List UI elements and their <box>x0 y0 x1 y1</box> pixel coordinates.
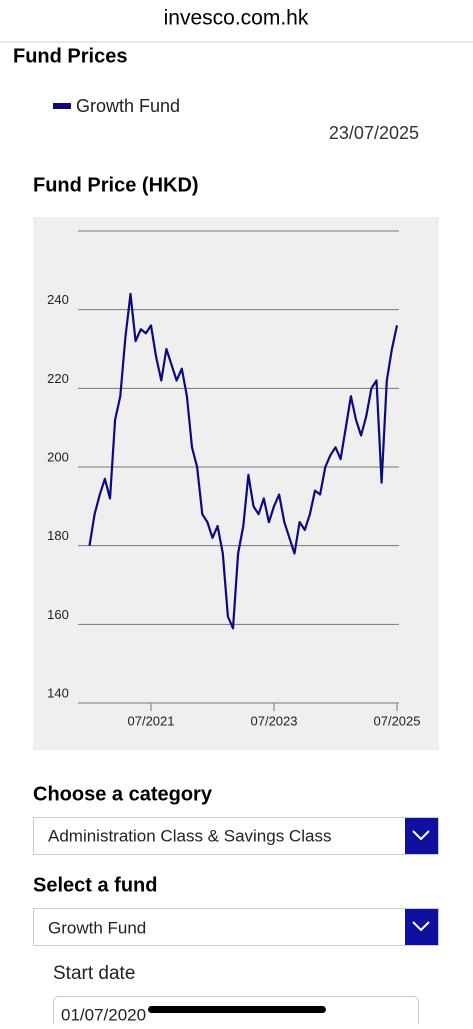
date: 23/07/2025 <box>329 123 419 143</box>
fund-label: Select a fund <box>33 874 157 896</box>
heading: Fund Prices <box>13 45 127 67</box>
price-line <box>88 292 399 630</box>
y-tick-label: 140 <box>47 685 69 700</box>
chevron <box>412 921 430 932</box>
x-tick-label: 07/2023 <box>251 713 298 728</box>
y-tick-label: 180 <box>47 528 69 543</box>
start-date-label: Start date <box>53 963 135 984</box>
chart-area <box>33 217 439 750</box>
category-label: Choose a category <box>33 783 213 805</box>
y-tick-label: 160 <box>47 607 69 622</box>
y-tick-label: 240 <box>47 292 69 307</box>
chevron <box>412 830 430 841</box>
y-tick-label: 220 <box>47 371 69 386</box>
fund-select[interactable] <box>33 908 439 946</box>
category-value: Administration Class & Savings Class <box>48 826 331 845</box>
dropdown-button[interactable] <box>405 818 438 854</box>
y-tick-label: 200 <box>47 449 69 464</box>
x-tick-label: 07/2021 <box>128 713 175 728</box>
url: invesco.com.hk <box>164 7 309 30</box>
dropdown-button[interactable] <box>405 909 438 945</box>
home-indicator <box>148 1006 326 1013</box>
legend-swatch <box>53 103 71 109</box>
start-date-value: 01/07/2020 <box>61 1005 146 1024</box>
plot: 140 160 180 200 220 240 07/2021 07/2023 07/2025 <box>47 230 421 728</box>
x-tick-label: 07/2025 <box>374 713 421 728</box>
category-select[interactable] <box>33 817 439 855</box>
fund-value: Growth Fund <box>48 918 146 937</box>
chart-title: Fund Price (HKD) <box>33 174 199 196</box>
legend-label: Growth Fund <box>76 96 180 116</box>
